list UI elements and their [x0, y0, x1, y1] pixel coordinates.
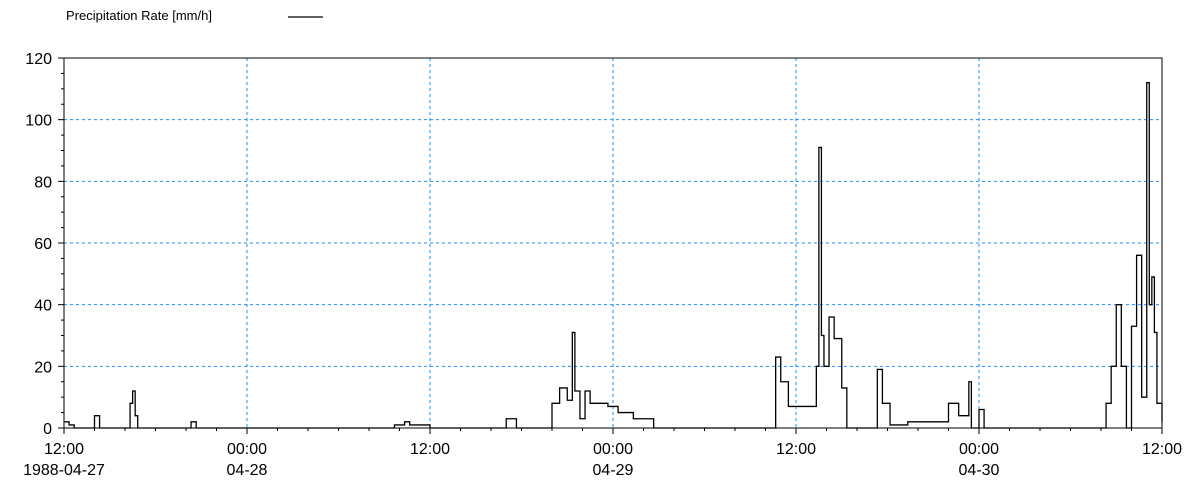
x-tick-label: 12:00: [776, 441, 816, 458]
y-tick-label: 20: [34, 359, 52, 376]
x-tick-label: 00:00: [593, 441, 633, 458]
y-tick-label: 100: [25, 113, 52, 130]
grid: [64, 58, 1162, 428]
legend: Precipitation Rate [mm/h]: [66, 8, 323, 23]
x-tick-date-label: 04-29: [593, 462, 634, 479]
x-tick-label: 00:00: [959, 441, 999, 458]
y-tick-label: 60: [34, 236, 52, 253]
y-tick-label: 40: [34, 298, 52, 315]
x-tick-date-label: 1988-04-27: [23, 462, 105, 479]
plot-frame: [63, 57, 1163, 429]
axes: 12:00 1988-04-27 00:00 04-28 12:00 00:00 04-29…: [23, 51, 1182, 479]
x-tick-label: 00:00: [227, 441, 267, 458]
y-tick-label: 0: [43, 421, 52, 438]
x-tick-date-label: 04-28: [227, 462, 268, 479]
x-tick-label: 12:00: [44, 441, 84, 458]
x-tick-date-label: 04-30: [959, 462, 1000, 479]
y-tick-label: 120: [25, 51, 52, 68]
x-tick-label: 12:00: [1142, 441, 1182, 458]
x-tick-label: 12:00: [410, 441, 450, 458]
legend-label: Precipitation Rate [mm/h]: [66, 8, 212, 23]
y-tick-label: 80: [34, 174, 52, 191]
